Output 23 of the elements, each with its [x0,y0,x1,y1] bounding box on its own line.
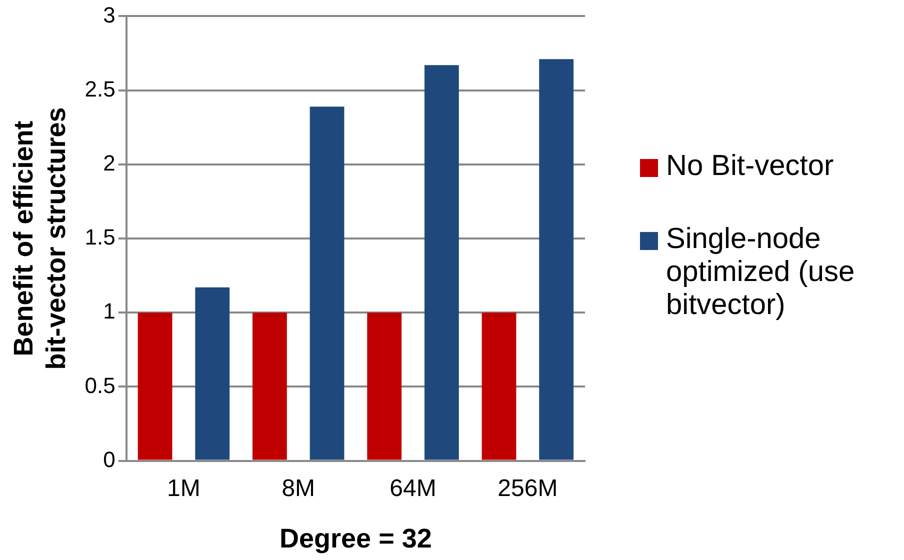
x-tick-label: 256M [498,474,558,502]
y-tick-label: 3 [103,2,116,28]
bar [424,65,459,460]
y-tick-label: 0.5 [84,372,116,398]
x-tick-label: 64M [390,474,436,502]
x-tick-label: 1M [167,474,200,502]
bar [310,106,344,460]
bar [482,312,516,460]
bar [367,312,402,460]
x-axis-title: Degree = 32 [280,523,432,554]
y-tick-label: 2.5 [84,76,116,102]
bar [138,312,172,460]
y-axis-title: Benefit of efficient bit-vector structures [8,107,72,370]
legend-label: Single-node optimized (use bitvector) [666,223,856,322]
y-tick-label: 1.5 [84,224,116,250]
bar [195,287,230,460]
bar [252,312,287,460]
x-tick-label: 8M [282,474,316,502]
bar [539,59,574,460]
legend-label: No Bit-vector [666,150,834,183]
y-tick-label: 0 [103,446,116,472]
y-tick-label: 2 [103,150,116,176]
y-tick-label: 1 [103,298,116,324]
